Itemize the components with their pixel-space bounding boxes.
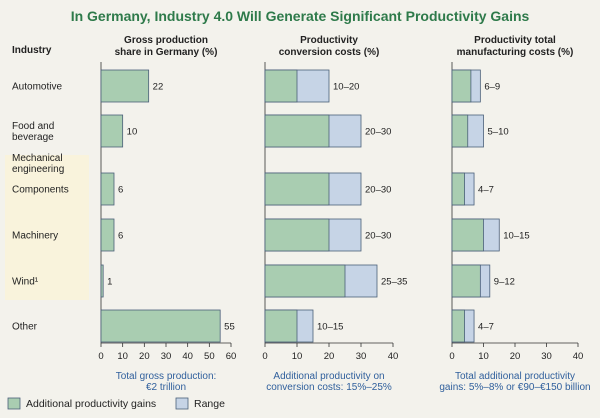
x-tick-label: 50 [204,351,215,362]
x-tick-label: 20 [139,351,150,362]
category-label-automotive: Automotive [12,82,62,93]
legend-swatch-range [175,397,189,410]
x-tick-label: 0 [262,351,267,362]
x-tick-label: 40 [388,351,399,362]
data-label-machinery: 10–15 [503,231,529,242]
data-label-automotive: 22 [153,82,164,93]
x-tick-label: 10 [292,351,303,362]
panel-title: Productivity total manufacturing costs (%… [457,35,574,58]
data-label-food-and-beverage: 5–10 [488,127,509,138]
data-label-food-and-beverage: 20–30 [365,127,391,138]
data-label-wind: 1 [107,277,112,288]
data-label-components: 4–7 [478,185,494,196]
category-label-other: Other [12,322,38,333]
data-label-other: 55 [224,322,235,333]
category-label-components: Components [12,185,69,196]
legend-label-range: Range [194,398,225,410]
chart-panels: Gross production share in Germany (%)0 10 2… [98,35,590,393]
category-label-wind: Wind¹ [12,277,39,288]
category-label-food-and-beverage: Food and beverage [12,121,54,143]
x-tick-label: 40 [182,351,193,362]
x-tick-label: 20 [510,351,521,362]
panel-footer: Total additional productivity gains: 5%–8… [439,371,590,393]
x-tick-label: 10 [478,351,489,362]
data-label-automotive: 10–20 [333,82,359,93]
gain-bar-wind [264,264,346,298]
gain-bar-automotive [451,69,472,103]
gain-bar-other [264,309,298,343]
x-tick-label: 20 [324,351,335,362]
x-tick-label: 40 [573,351,584,362]
data-label-food-and-beverage: 10 [127,127,138,138]
panel-footer: Total gross production: €2 trillion [116,371,217,393]
category-label-machinery: Machinery [12,231,58,242]
bar-wind [100,264,104,298]
bar-machinery [100,218,115,252]
legend: Additional productivity gains Range [7,397,225,410]
x-tick-label: 30 [356,351,367,362]
industry-column-header: Industry [12,45,52,56]
category-labels: Automotive Food and beverage Mechanical engi… [12,82,69,333]
category-label-mechanical-engineering: Mechanical engineering [12,153,64,175]
data-label-components: 20–30 [365,185,391,196]
panel-2: Productivity conversion costs (%) 0 10 20 30 4… [262,35,407,393]
x-tick-label: 30 [541,351,552,362]
gain-bar-machinery [451,218,484,252]
data-label-wind: 9–12 [494,277,515,288]
gain-bar-food-and-beverage [451,114,469,148]
x-tick-label: 10 [117,351,128,362]
gain-bar-machinery [264,218,330,252]
data-label-machinery: 20–30 [365,231,391,242]
bar-automotive [100,69,150,103]
gain-bar-other [451,309,466,343]
gain-bar-components [451,172,466,206]
x-tick-label: 0 [449,351,454,362]
x-tick-label: 60 [226,351,237,362]
panel-title: Gross production share in Germany (%) [115,35,218,58]
bar-food-and-beverage [100,114,124,148]
data-label-other: 10–15 [317,322,343,333]
gain-bar-components [264,172,330,206]
chart-title: In Germany, Industry 4.0 Will Generate S… [71,8,530,24]
panel-3: Productivity total manufacturing costs (%… [439,35,590,393]
data-label-automotive: 6–9 [484,82,500,93]
data-label-components: 6 [118,185,123,196]
gain-bar-automotive [264,69,298,103]
x-tick-label: 0 [98,351,103,362]
panel-footer: Additional productivity on conversion cos… [266,371,392,393]
bar-other [100,309,221,343]
panel-1: Gross production share in Germany (%) 0 10 2… [98,35,236,393]
data-label-other: 4–7 [478,322,494,333]
x-tick-label: 30 [161,351,172,362]
panel-title: Productivity conversion costs (%) [279,35,380,58]
data-label-machinery: 6 [118,231,123,242]
gain-bar-wind [451,264,481,298]
gain-bar-food-and-beverage [264,114,330,148]
data-label-wind: 25–35 [381,277,407,288]
legend-label-gains: Additional productivity gains [26,398,156,410]
mechanical-engineering-highlight [5,155,89,300]
bar-components [100,172,115,206]
legend-swatch-gains [7,397,21,410]
